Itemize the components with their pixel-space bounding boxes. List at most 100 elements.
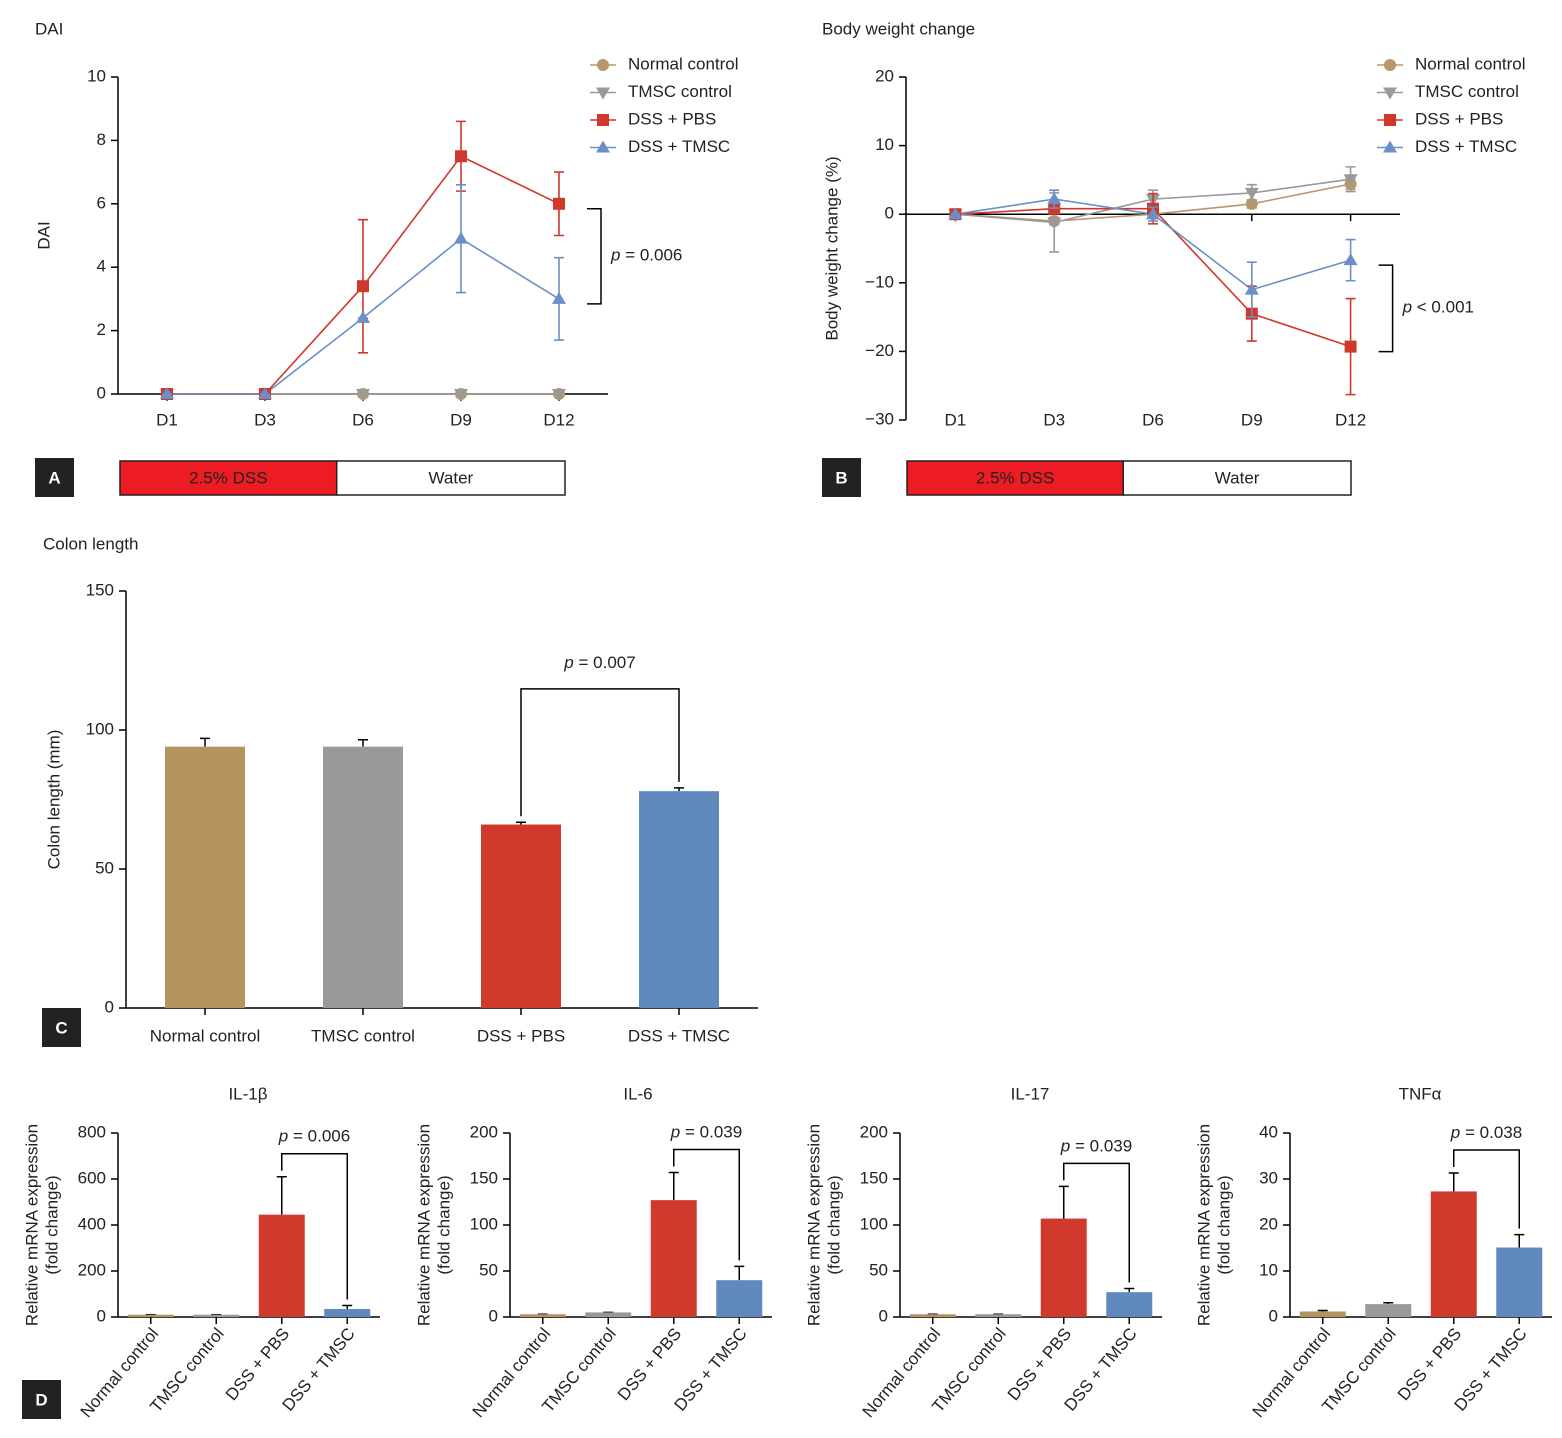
y-tick-label: 2: [97, 320, 106, 339]
y-tick-label: 50: [95, 858, 114, 877]
y-axis-label: Relative mRNA expression: [804, 1124, 823, 1326]
x-tick-label: D3: [1043, 410, 1065, 429]
marker: [258, 387, 272, 399]
panel-label: C: [55, 1018, 67, 1037]
chart-panel: Colon length Colon length (mm) 0 50 100 150 C N…: [42, 534, 758, 1047]
y-tick-label: 20: [1259, 1214, 1278, 1233]
bar: [585, 1312, 632, 1317]
legend-label: TMSC control: [628, 82, 732, 101]
bar: [481, 824, 561, 1008]
legend-label: Normal control: [628, 54, 739, 73]
x-tick-label: DSS + PBS: [1394, 1324, 1465, 1404]
timeline-phase: [335, 460, 566, 496]
x-tick-label: TMSC control: [311, 1026, 415, 1045]
marker: [160, 387, 174, 399]
bar: [324, 1308, 371, 1317]
bar: [975, 1314, 1022, 1317]
y-tick-label: 8: [97, 130, 106, 149]
x-tick-label: DSS + PBS: [477, 1026, 565, 1045]
error-bar: [342, 1304, 353, 1309]
y-axis-label: Relative mRNA expression: [1194, 1124, 1213, 1326]
legend-marker: [597, 114, 609, 126]
y-tick-label: 100: [860, 1214, 888, 1233]
marker: [552, 389, 566, 401]
y-tick-label: −10: [865, 272, 894, 291]
y-tick-label: 200: [470, 1122, 498, 1141]
error-bar: [1514, 1233, 1525, 1248]
bar: [1365, 1304, 1412, 1317]
y-tick-label: 0: [97, 383, 106, 402]
y-tick-label: 200: [860, 1122, 888, 1141]
y-axis-label: (fold change): [824, 1175, 843, 1274]
error-bar: [1124, 1287, 1135, 1293]
y-axis-label: (fold change): [1214, 1175, 1233, 1274]
y-tick-label: −20: [865, 341, 894, 360]
panel-label-box: [35, 458, 74, 497]
marker: [454, 231, 468, 244]
y-tick-label: 40: [1259, 1122, 1278, 1141]
marker: [1047, 217, 1062, 230]
chart-title: IL-6: [623, 1084, 652, 1103]
bar: [650, 1200, 697, 1317]
marker: [1343, 253, 1358, 266]
panel-label-box: [42, 1008, 81, 1047]
bar: [1430, 1191, 1477, 1317]
y-tick-label: 600: [78, 1168, 106, 1187]
marker: [357, 280, 369, 293]
x-tick-label: D12: [1335, 410, 1366, 429]
error-bar: [1448, 1172, 1459, 1192]
x-tick-label: D9: [1241, 410, 1263, 429]
y-axis-label: Relative mRNA expression: [22, 1124, 41, 1326]
legend-marker: [1384, 59, 1396, 71]
bar: [1299, 1311, 1346, 1317]
bar: [127, 1314, 174, 1317]
y-tick-label: 400: [78, 1214, 106, 1233]
x-tick-label: D12: [543, 410, 574, 429]
marker: [1344, 340, 1357, 353]
annotation: p = 0.039: [670, 1123, 742, 1142]
legend-label: TMSC control: [1415, 82, 1519, 101]
y-tick-label: 150: [86, 580, 114, 599]
legend-marker: [596, 87, 610, 100]
annotation: p = 0.007: [563, 653, 635, 672]
y-tick-label: 800: [78, 1122, 106, 1141]
bar: [258, 1214, 305, 1317]
bar: [716, 1280, 763, 1317]
marker: [1244, 282, 1259, 295]
marker: [1244, 187, 1259, 200]
error-bar: [200, 737, 210, 747]
y-tick-label: 0: [105, 997, 114, 1016]
y-tick-label: 50: [869, 1260, 888, 1279]
y-axis-label: Body weight change (%): [822, 156, 841, 340]
error-bar: [674, 787, 684, 792]
y-tick-label: −30: [865, 409, 894, 428]
y-tick-label: 150: [860, 1168, 888, 1187]
marker: [455, 150, 467, 163]
panel-label-box: [22, 1380, 61, 1419]
timeline-label: 2.5% DSS: [189, 468, 267, 487]
x-tick-label: DSS + PBS: [614, 1324, 685, 1404]
annotation: p = 0.038: [1450, 1124, 1522, 1143]
y-axis-label: (fold change): [434, 1175, 453, 1274]
panel-label: A: [48, 468, 60, 487]
annotation: p = 0.039: [1060, 1137, 1132, 1156]
panel-label: D: [35, 1390, 47, 1409]
marker: [948, 207, 963, 220]
chart-panel: DAI DAI 0 2 4 6 8 10 A D1 D3 D6 D9 D12 Normal control T…: [34, 19, 739, 497]
chart-panel: IL-6 Relative mRNA expression (fold change…: [414, 1084, 772, 1421]
x-tick-label: D1: [945, 410, 967, 429]
bar: [1496, 1247, 1543, 1317]
annotation: p = 0.006: [610, 246, 682, 265]
y-tick-label: 0: [1269, 1306, 1278, 1325]
y-tick-label: 6: [97, 193, 106, 212]
timeline-phase: [906, 460, 1124, 496]
y-axis-label: Relative mRNA expression: [414, 1124, 433, 1326]
y-tick-label: 10: [875, 135, 894, 154]
error-bar: [358, 738, 368, 747]
bar: [909, 1314, 956, 1317]
error-bar: [734, 1265, 745, 1281]
x-tick-label: D3: [254, 410, 276, 429]
y-tick-label: 0: [97, 1306, 106, 1325]
x-tick-label: DSS + PBS: [1004, 1324, 1075, 1404]
